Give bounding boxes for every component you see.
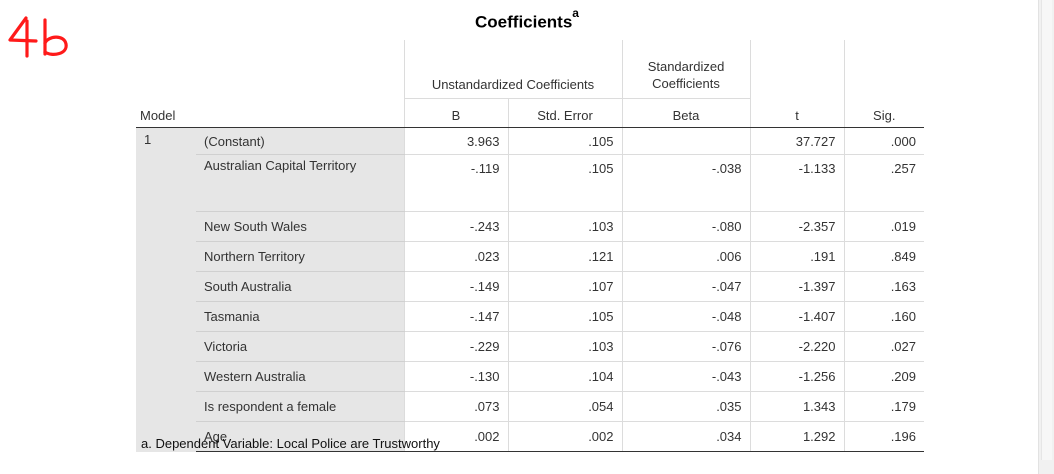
- cell-t: 1.343: [749, 391, 844, 422]
- cell-t: -1.397: [749, 271, 844, 302]
- header-std-error: Std. Error: [507, 98, 622, 128]
- cell-b: -.149: [403, 271, 508, 302]
- cell-std-error: .107: [507, 271, 622, 302]
- row-label: Northern Territory: [196, 241, 404, 272]
- row-label: South Australia: [196, 271, 404, 302]
- table-row: Western Australia -.130 .104 -.043 -1.25…: [136, 361, 924, 392]
- header-beta: Beta: [621, 98, 750, 128]
- row-label: Age: [196, 421, 404, 452]
- cell-beta: .034: [621, 421, 750, 452]
- header-standardized-line2: Coefficients: [652, 76, 720, 91]
- cell-b: .002: [403, 421, 508, 452]
- cell-std-error: .105: [507, 127, 622, 155]
- table-title: Coefficientsa: [0, 6, 1054, 33]
- table-row: Tasmania -.147 .105 -.048 -1.407 .160: [136, 301, 924, 332]
- cell-beta: -.076: [621, 331, 750, 362]
- header-row-columns: Model B Std. Error Beta t Sig.: [136, 98, 924, 128]
- row-label: (Constant): [196, 127, 404, 155]
- cell-t: -1.407: [749, 301, 844, 332]
- header-sig: Sig.: [843, 98, 924, 128]
- header-model: Model: [136, 98, 404, 128]
- cell-t: -1.256: [749, 361, 844, 392]
- table-row: Victoria -.229 .103 -.076 -2.220 .027: [136, 331, 924, 362]
- cell-b: -.243: [403, 211, 508, 242]
- cell-sig: .196: [843, 421, 924, 452]
- table-row: South Australia -.149 .107 -.047 -1.397 …: [136, 271, 924, 302]
- cell-b: -.119: [403, 154, 508, 212]
- header-b: B: [403, 98, 508, 128]
- cell-beta: .035: [621, 391, 750, 422]
- table-title-text: Coefficients: [475, 12, 573, 32]
- row-label: Western Australia: [196, 361, 404, 392]
- table-row: Is respondent a female .073 .054 .035 1.…: [136, 391, 924, 422]
- cell-sig: .000: [843, 127, 924, 155]
- cell-beta: [621, 127, 750, 155]
- model-number-cell: 1: [136, 127, 196, 452]
- scrollbar-thumb[interactable]: [1041, 0, 1052, 460]
- cell-sig: .160: [843, 301, 924, 332]
- cell-b: .023: [403, 241, 508, 272]
- cell-t: -2.357: [749, 211, 844, 242]
- cell-beta: -.048: [621, 301, 750, 332]
- row-label: Victoria: [196, 331, 404, 362]
- cell-std-error: .105: [507, 301, 622, 332]
- cell-sig: .179: [843, 391, 924, 422]
- cell-std-error: .104: [507, 361, 622, 392]
- cell-std-error: .054: [507, 391, 622, 422]
- cell-beta: .006: [621, 241, 750, 272]
- cell-b: -.130: [403, 361, 508, 392]
- cell-t: -2.220: [749, 331, 844, 362]
- cell-t: 37.727: [749, 127, 844, 155]
- cell-sig: .027: [843, 331, 924, 362]
- cell-b: -.147: [403, 301, 508, 332]
- row-label: Tasmania: [196, 301, 404, 332]
- table-footnote: a. Dependent Variable: Local Police are …: [141, 436, 440, 451]
- cell-t: .191: [749, 241, 844, 272]
- cell-b: -.229: [403, 331, 508, 362]
- cell-b: .073: [403, 391, 508, 422]
- cell-sig: .257: [843, 154, 924, 212]
- vertical-scrollbar[interactable]: [1038, 0, 1054, 474]
- cell-std-error: .105: [507, 154, 622, 212]
- cell-sig: .209: [843, 361, 924, 392]
- header-t: t: [749, 98, 844, 128]
- table-row: Northern Territory .023 .121 .006 .191 .…: [136, 241, 924, 272]
- coefficients-table: Unstandardized Coefficients Standardized…: [136, 40, 924, 452]
- cell-beta: -.038: [621, 154, 750, 212]
- table-row: 1 (Constant) 3.963 .105 37.727 .000: [136, 127, 924, 452]
- cell-t: 1.292: [749, 421, 844, 452]
- cell-std-error: .002: [507, 421, 622, 452]
- header-row-groups: Unstandardized Coefficients Standardized…: [136, 40, 924, 99]
- header-standardized-line1: Standardized: [647, 59, 725, 74]
- cell-sig: .019: [843, 211, 924, 242]
- row-label: New South Wales: [196, 211, 404, 242]
- cell-std-error: .103: [507, 331, 622, 362]
- table-row: Australian Capital Territory -.119 .105 …: [136, 154, 924, 212]
- table-row: New South Wales -.243 .103 -.080 -2.357 …: [136, 211, 924, 242]
- cell-b: 3.963: [403, 127, 508, 155]
- cell-beta: -.080: [621, 211, 750, 242]
- table-row: Age .002 .002 .034 1.292 .196: [136, 421, 924, 452]
- row-label: Is respondent a female: [196, 391, 404, 422]
- cell-std-error: .103: [507, 211, 622, 242]
- cell-beta: -.043: [621, 361, 750, 392]
- table-title-superscript: a: [572, 6, 579, 20]
- header-standardized-group: Standardized Coefficients: [621, 40, 750, 99]
- cell-t: -1.133: [749, 154, 844, 212]
- row-label: Australian Capital Territory: [196, 154, 404, 212]
- cell-std-error: .121: [507, 241, 622, 272]
- handwritten-annotation-46: [8, 16, 68, 58]
- header-unstandardized-group: Unstandardized Coefficients: [403, 40, 622, 99]
- cell-sig: .163: [843, 271, 924, 302]
- cell-beta: -.047: [621, 271, 750, 302]
- cell-sig: .849: [843, 241, 924, 272]
